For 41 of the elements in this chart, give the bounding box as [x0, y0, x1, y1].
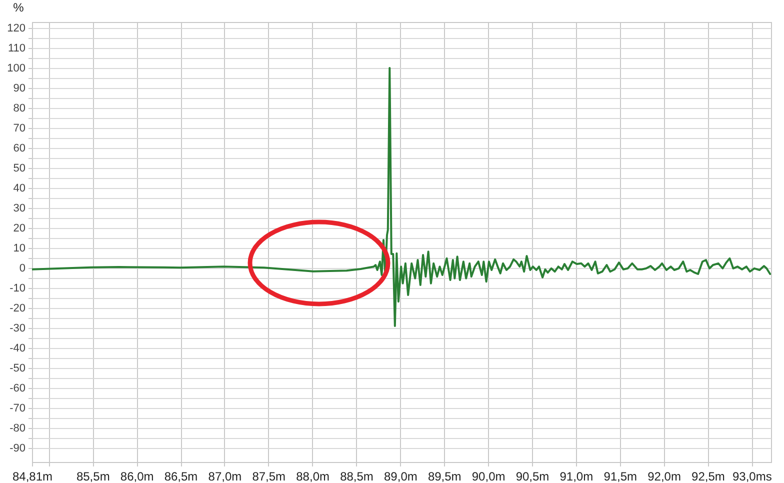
- y-tick-label: 100: [7, 62, 26, 74]
- x-tick-label: 87,5m: [252, 470, 286, 483]
- y-tick-label: -60: [10, 382, 26, 394]
- x-tick-label: 91,0m: [560, 470, 594, 483]
- y-tick-label: 70: [13, 122, 26, 134]
- x-tick-label: 91,5m: [604, 470, 638, 483]
- x-tick-label: 85,5m: [76, 470, 110, 483]
- y-tick-label: 40: [13, 182, 26, 194]
- x-tick-label: 90,5m: [516, 470, 550, 483]
- y-tick-label: -50: [10, 362, 26, 374]
- x-tick-label: 92,0m: [648, 470, 681, 483]
- y-tick-label: -30: [10, 322, 26, 334]
- x-tick-label: 86,0m: [120, 470, 154, 483]
- x-tick-label: 87,0m: [208, 470, 242, 483]
- y-tick-label: 0: [19, 262, 26, 274]
- y-tick-label: -80: [10, 422, 26, 434]
- y-tick-label: 50: [13, 162, 26, 174]
- y-tick-label: 90: [13, 82, 26, 94]
- y-tick-label: -20: [10, 302, 26, 314]
- y-tick-label: -90: [10, 442, 26, 454]
- y-tick-label: 120: [7, 22, 26, 34]
- y-tick-label: 60: [13, 142, 26, 154]
- x-tick-label: 89,5m: [428, 470, 462, 483]
- y-tick-label: 10: [13, 242, 26, 254]
- y-tick-label: 20: [13, 222, 26, 234]
- y-tick-label: 110: [8, 42, 26, 54]
- x-tick-label: 88,5m: [340, 470, 374, 483]
- x-tick-label: 88,0m: [296, 470, 330, 483]
- x-tick-label: 90,0m: [472, 470, 506, 483]
- y-tick-label: -40: [10, 342, 26, 354]
- y-axis-title: %: [13, 0, 24, 14]
- y-tick-label: 80: [13, 102, 26, 114]
- x-tick-label: 93,0ms: [732, 470, 772, 483]
- x-tick-label: 89,0m: [384, 470, 418, 483]
- x-tick-label: 92,5m: [692, 470, 725, 483]
- y-tick-label: -10: [10, 282, 26, 294]
- x-tick-label: 86,5m: [164, 470, 198, 483]
- y-tick-label: -70: [10, 402, 26, 414]
- line-series: [32, 67, 771, 327]
- y-tick-label: 30: [13, 202, 26, 214]
- x-tick-label: 84,81m: [12, 470, 53, 483]
